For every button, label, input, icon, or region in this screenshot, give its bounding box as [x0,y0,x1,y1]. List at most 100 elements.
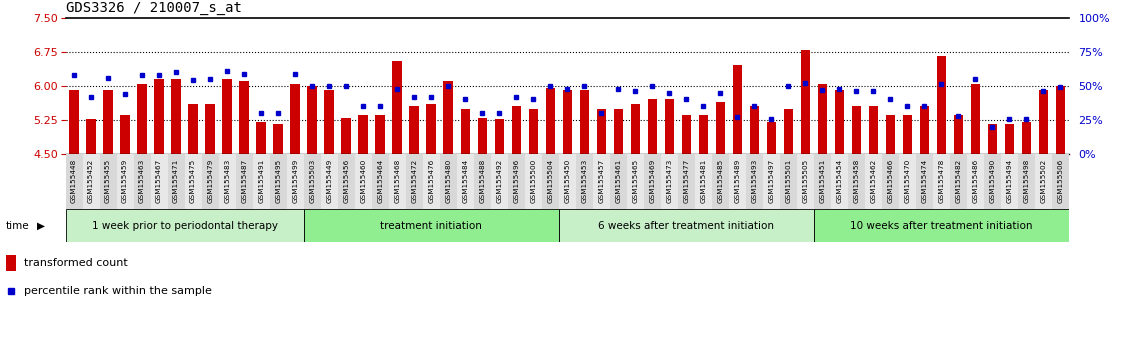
Text: GSM155487: GSM155487 [241,158,248,202]
Bar [83,154,100,209]
Bar [677,154,694,209]
Text: treatment initiation: treatment initiation [380,221,482,231]
Bar [1001,154,1018,209]
Text: GSM155469: GSM155469 [649,158,655,202]
Bar [477,118,486,154]
Text: GSM155458: GSM155458 [853,158,860,202]
Bar [69,90,79,154]
Bar [303,154,321,209]
Text: GSM155502: GSM155502 [1041,158,1046,202]
Text: GSM155448: GSM155448 [71,158,77,202]
Bar [338,154,355,209]
Bar [409,106,418,154]
Bar [545,88,555,154]
Text: GSM155464: GSM155464 [377,158,383,202]
Text: GSM155498: GSM155498 [1024,158,1029,202]
Bar [542,154,559,209]
Bar [936,56,946,154]
Bar [648,99,657,154]
Bar [559,154,576,209]
Text: GSM155499: GSM155499 [292,158,299,202]
Bar [796,154,813,209]
Bar [882,154,899,209]
Text: GSM155500: GSM155500 [530,158,536,202]
Text: GSM155503: GSM155503 [309,158,316,202]
Bar [372,154,389,209]
Bar [189,104,198,154]
Text: GSM155466: GSM155466 [887,158,893,202]
Text: GSM155481: GSM155481 [700,158,706,202]
Bar [525,154,542,209]
Bar [494,119,503,154]
Text: transformed count: transformed count [24,258,128,268]
Bar [325,90,334,154]
Bar [66,154,83,209]
Bar [66,209,303,242]
Text: GSM155480: GSM155480 [446,158,451,202]
Bar [596,109,606,154]
Text: GSM155463: GSM155463 [139,158,145,202]
Bar [155,79,164,154]
Text: GSM155460: GSM155460 [360,158,366,202]
Bar [987,125,996,154]
Text: GSM155459: GSM155459 [122,158,128,202]
Text: GSM155457: GSM155457 [598,158,604,202]
Text: GSM155450: GSM155450 [564,158,570,202]
Text: GSM155465: GSM155465 [632,158,638,202]
Bar [342,118,351,154]
Text: 6 weeks after treatment initiation: 6 weeks after treatment initiation [598,221,775,231]
Bar [103,90,113,154]
Bar [1038,90,1048,154]
Bar [457,154,474,209]
Bar [967,154,984,209]
Text: GSM155449: GSM155449 [326,158,333,202]
Bar [813,209,1069,242]
Bar [933,154,950,209]
Text: GSM155474: GSM155474 [922,158,927,202]
Bar [291,84,300,154]
Bar [613,109,623,154]
Bar [852,106,861,154]
Text: GSM155483: GSM155483 [224,158,230,202]
Text: GSM155452: GSM155452 [88,158,94,202]
Bar [474,154,491,209]
Bar [138,84,147,154]
Text: GSM155490: GSM155490 [990,158,995,202]
Bar [150,154,167,209]
Text: GSM155496: GSM155496 [513,158,519,202]
Bar [440,154,457,209]
Text: GSM155462: GSM155462 [870,158,877,202]
Bar [665,99,674,154]
Bar [576,154,593,209]
Bar [286,154,303,209]
Bar [528,109,538,154]
Text: GSM155484: GSM155484 [463,158,468,202]
Text: GSM155485: GSM155485 [717,158,723,202]
Text: GDS3326 / 210007_s_at: GDS3326 / 210007_s_at [66,1,242,15]
Bar [801,50,810,154]
Bar [1021,122,1031,154]
Bar [831,154,848,209]
Text: GSM155475: GSM155475 [190,158,196,202]
Text: GSM155504: GSM155504 [547,158,553,202]
Bar [627,154,644,209]
Bar [1004,125,1015,154]
Text: 1 week prior to periodontal therapy: 1 week prior to periodontal therapy [92,221,277,231]
Bar [899,154,916,209]
Text: GSM155494: GSM155494 [1007,158,1012,202]
Text: GSM155482: GSM155482 [956,158,961,202]
Bar [916,154,933,209]
Bar [1055,86,1065,154]
Bar [593,154,610,209]
Text: GSM155468: GSM155468 [395,158,400,202]
Text: GSM155477: GSM155477 [683,158,689,202]
Bar [970,84,979,154]
Text: GSM155453: GSM155453 [581,158,587,202]
Bar [711,154,728,209]
Text: GSM155473: GSM155473 [666,158,672,202]
Bar [733,65,742,154]
Text: GSM155455: GSM155455 [105,158,111,202]
Bar [6,255,16,271]
Bar [491,154,508,209]
Bar [699,115,708,154]
